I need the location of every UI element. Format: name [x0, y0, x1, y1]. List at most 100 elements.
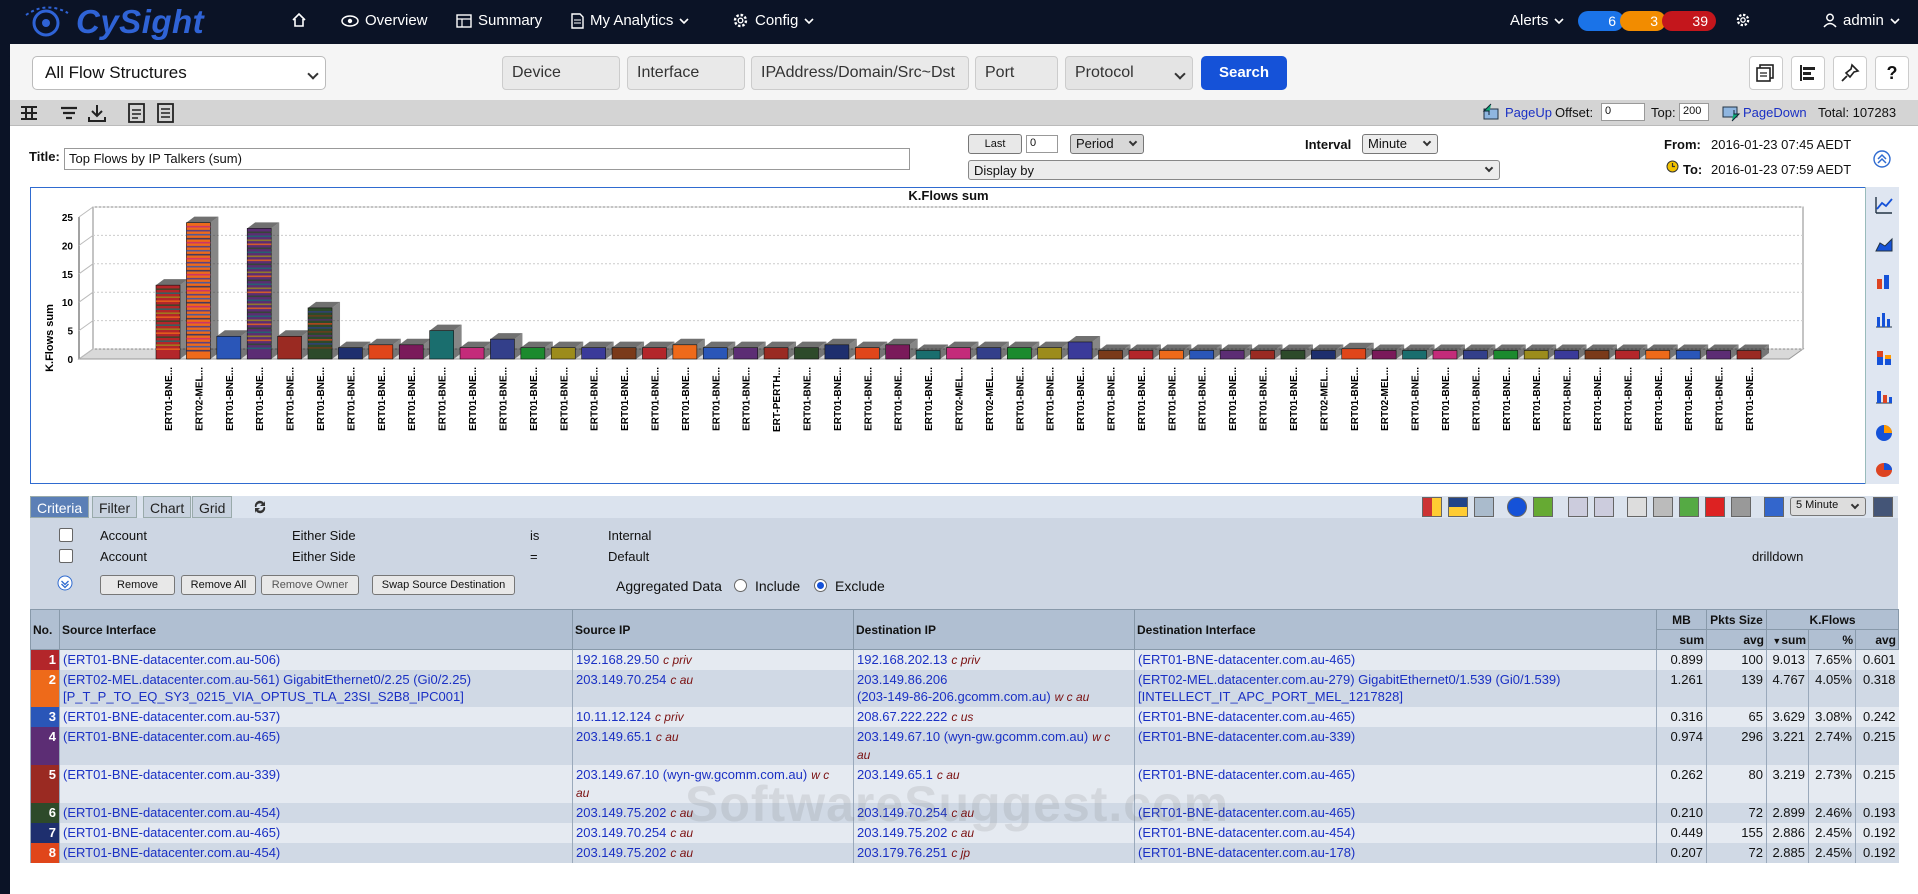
grid-interval-select[interactable]: 5 Minute: [1790, 497, 1866, 516]
3d-pie-chart-icon[interactable]: [1874, 459, 1894, 479]
drilldown-link[interactable]: drilldown: [1752, 549, 1804, 564]
exclude-radio[interactable]: [814, 579, 827, 592]
last-count-input[interactable]: 0: [1026, 135, 1058, 153]
swap-source-destination-button[interactable]: Swap Source Destination: [372, 575, 515, 595]
table-row[interactable]: 2 (ERT02-MEL.datacenter.com.au-561) Gigab…: [30, 670, 1899, 707]
alerts-menu[interactable]: Alerts: [1510, 12, 1564, 29]
source-ip-link[interactable]: 203.149.70.254: [576, 672, 667, 687]
destination-ip-link[interactable]: 203.149.70.254: [857, 805, 948, 820]
download-icon[interactable]: [86, 103, 108, 123]
col-destination-interface[interactable]: Destination Interface: [1134, 609, 1657, 650]
at-lookup-icon[interactable]: [1533, 497, 1553, 517]
from-datetime[interactable]: 2016-01-23 07:45 AEDT: [1711, 137, 1852, 152]
destination-ip-link[interactable]: 203.179.76.251: [857, 845, 948, 860]
interface-link[interactable]: (ERT01-BNE-datacenter.com.au-339): [1138, 729, 1356, 744]
last-button[interactable]: Last: [968, 134, 1022, 154]
interface-link[interactable]: (ERT01-BNE-datacenter.com.au-465): [63, 729, 281, 744]
sidebar-handle[interactable]: [0, 56, 12, 86]
ip-lookup-icon[interactable]: [1507, 497, 1527, 517]
source-ip-link[interactable]: 192.168.29.50: [576, 652, 660, 667]
3d-bar-chart-icon[interactable]: [1874, 271, 1894, 291]
interface-link[interactable]: (ERT01-BNE-datacenter.com.au-454): [63, 805, 281, 820]
report-title-input[interactable]: Top Flows by IP Talkers (sum): [64, 148, 910, 170]
criteria-checkbox-1[interactable]: [59, 528, 73, 542]
alert-badge-info[interactable]: 6: [1578, 11, 1624, 31]
nav-config[interactable]: Config: [732, 12, 814, 29]
interface-link[interactable]: (ERT02-MEL.datacenter.com.au-279) Gigabi…: [1138, 672, 1561, 687]
destination-ip-link[interactable]: 203.149.75.202: [857, 825, 948, 840]
remove-all-button[interactable]: Remove All: [181, 575, 256, 595]
export-grid-icon[interactable]: [1873, 497, 1893, 517]
pdf-export-icon[interactable]: [126, 103, 148, 123]
col-destination-ip[interactable]: Destination IP: [853, 609, 1135, 650]
column-chart-icon[interactable]: [1874, 385, 1894, 405]
col-source-interface[interactable]: Source Interface: [59, 609, 573, 650]
table-row[interactable]: 8 (ERT01-BNE-datacenter.com.au-454) 203.14…: [30, 843, 1899, 863]
page-up-link[interactable]: PageUp: [1505, 105, 1552, 120]
tab-criteria[interactable]: Criteria: [30, 496, 90, 518]
interface-link[interactable]: (ERT02-MEL.datacenter.com.au-561) Gigabi…: [63, 672, 472, 687]
column-add-icon[interactable]: [1568, 497, 1588, 517]
page-down-link[interactable]: PageDown: [1743, 105, 1807, 120]
table-row[interactable]: 7 (ERT01-BNE-datacenter.com.au-465) 203.14…: [30, 823, 1899, 843]
settings-button[interactable]: [1735, 12, 1751, 28]
nav-summary[interactable]: Summary: [456, 12, 542, 29]
interface-link[interactable]: (ERT01-BNE-datacenter.com.au-465): [1138, 709, 1356, 724]
col-pkts-avg[interactable]: avg: [1706, 629, 1767, 650]
page-down-icon[interactable]: [1720, 103, 1742, 123]
tree-icon[interactable]: [18, 103, 40, 123]
alert-badge-warning[interactable]: 3: [1620, 11, 1666, 31]
interface-link[interactable]: (ERT01-BNE-datacenter.com.au-454): [1138, 825, 1356, 840]
user-menu[interactable]: admin: [1823, 12, 1900, 29]
alert-badge-critical[interactable]: 39: [1662, 11, 1716, 31]
globe-icon[interactable]: [1764, 497, 1784, 517]
pie-chart-icon[interactable]: [1874, 423, 1894, 443]
tab-filter[interactable]: Filter: [92, 496, 138, 518]
csv-export-icon[interactable]: [155, 103, 177, 123]
reports-button[interactable]: [1749, 56, 1783, 90]
nav-overview[interactable]: Overview: [341, 12, 428, 29]
pin-button[interactable]: [1833, 56, 1867, 90]
flow-structure-select[interactable]: All Flow Structures: [32, 56, 326, 90]
top-input[interactable]: 200: [1679, 103, 1709, 121]
destination-host-link[interactable]: (203-149-86-206.gcomm.com.au): [857, 689, 1051, 704]
layout-grid-icon[interactable]: [1448, 497, 1468, 517]
bar-chart-icon[interactable]: [1874, 309, 1894, 329]
destination-ip-link[interactable]: 192.168.202.13: [857, 652, 948, 667]
source-ip-link[interactable]: 10.11.12.124: [576, 709, 651, 724]
interface-link[interactable]: (ERT01-BNE-datacenter.com.au-465): [1138, 767, 1356, 782]
interface-link[interactable]: (ERT01-BNE-datacenter.com.au-454): [63, 845, 281, 860]
col-kflows-avg[interactable]: avg: [1854, 629, 1900, 650]
col-pkts-size[interactable]: Pkts Size: [1706, 609, 1767, 630]
home-button[interactable]: [291, 12, 307, 28]
source-ip-link[interactable]: 203.149.67.10 (wyn-gw.gcomm.com.au): [576, 767, 808, 782]
criteria-checkbox-2[interactable]: [59, 549, 73, 563]
col-no[interactable]: No.: [30, 609, 60, 650]
expand-down-icon[interactable]: [57, 575, 73, 591]
interface-input[interactable]: Interface: [627, 56, 745, 90]
to-datetime[interactable]: 2016-01-23 07:59 AEDT: [1711, 162, 1852, 177]
abc-sort-icon[interactable]: [1731, 497, 1751, 517]
line-chart-icon[interactable]: [1874, 195, 1894, 215]
tab-grid[interactable]: Grid: [192, 496, 233, 518]
source-ip-link[interactable]: 203.149.65.1: [576, 729, 652, 744]
interface-link[interactable]: [P_T_P_TO_EQ_SY3_0215_VIA_OPTUS_TLA_23SI…: [63, 689, 464, 704]
tools-icon[interactable]: [1653, 497, 1673, 517]
interface-link[interactable]: (ERT01-BNE-datacenter.com.au-465): [1138, 805, 1356, 820]
area-chart-icon[interactable]: [1874, 233, 1894, 253]
table-row[interactable]: 6 (ERT01-BNE-datacenter.com.au-454) 203.14…: [30, 803, 1899, 823]
table-row[interactable]: 5 (ERT01-BNE-datacenter.com.au-339) 203.14…: [30, 765, 1899, 803]
stacked-bar-icon[interactable]: [1874, 347, 1894, 367]
columns-icon[interactable]: [1474, 497, 1494, 517]
left-sidebar-collapsed[interactable]: [0, 44, 12, 894]
offset-input[interactable]: 0: [1601, 103, 1645, 121]
stop-icon[interactable]: [1705, 497, 1725, 517]
table-row[interactable]: 3 (ERT01-BNE-datacenter.com.au-537) 10.11.…: [30, 707, 1899, 727]
refresh-data-icon[interactable]: [1679, 497, 1699, 517]
help-button[interactable]: ?: [1875, 56, 1909, 90]
destination-ip-link[interactable]: 203.149.67.10 (wyn-gw.gcomm.com.au): [857, 729, 1089, 744]
col-source-ip[interactable]: Source IP: [572, 609, 854, 650]
refresh-icon[interactable]: [252, 499, 268, 515]
col-mb[interactable]: MB: [1656, 609, 1707, 630]
interval-select[interactable]: Minute: [1362, 134, 1438, 154]
